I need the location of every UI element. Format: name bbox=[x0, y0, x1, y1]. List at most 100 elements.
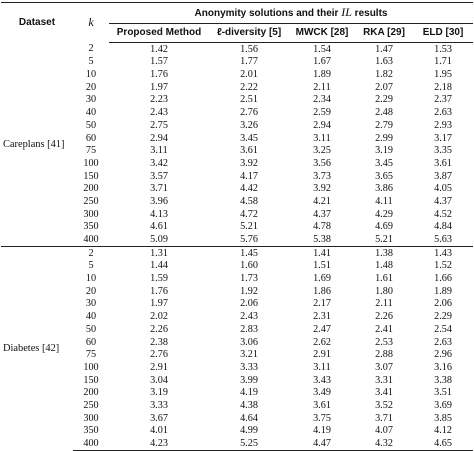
column-header-rka: RKA [29] bbox=[355, 23, 413, 43]
il-value: 2.26 bbox=[375, 311, 393, 323]
il-value: 2.76 bbox=[150, 349, 168, 361]
il-value: 5.25 bbox=[209, 437, 289, 451]
k-value: 75 bbox=[85, 349, 97, 361]
il-value: 5.63 bbox=[434, 234, 452, 246]
il-value: 2.06 bbox=[434, 298, 452, 310]
il-value: 1.76 bbox=[150, 69, 168, 81]
il-value: 2.23 bbox=[150, 94, 168, 106]
table-row: 20 1.97 2.22 2.11 2.07 2.18 bbox=[1, 81, 473, 94]
il-value: 1.97 bbox=[150, 81, 168, 93]
k-value: 350 bbox=[83, 221, 99, 233]
il-value: 1.82 bbox=[375, 69, 393, 81]
il-value: 3.96 bbox=[150, 195, 168, 207]
il-value: 5.76 bbox=[240, 234, 258, 246]
il-value: 3.19 bbox=[150, 387, 168, 399]
il-value: 3.65 bbox=[375, 170, 393, 182]
il-value: 3.11 bbox=[313, 132, 331, 144]
il-value: 3.56 bbox=[313, 157, 331, 169]
il-value: 1.67 bbox=[313, 56, 331, 68]
il-value: 3.86 bbox=[375, 183, 393, 195]
il-value: 2.17 bbox=[313, 298, 331, 310]
k-value: 30 bbox=[85, 94, 97, 106]
il-value: 4.42 bbox=[240, 183, 258, 195]
il-value: 3.41 bbox=[375, 387, 393, 399]
il-value: 3.61 bbox=[240, 145, 258, 157]
il-value: 3.04 bbox=[150, 374, 168, 386]
il-value: 1.51 bbox=[313, 260, 331, 272]
il-value: 1.52 bbox=[434, 260, 452, 272]
k-value: 250 bbox=[83, 399, 99, 411]
il-value: 3.75 bbox=[313, 412, 331, 424]
il-value: 4.11 bbox=[375, 195, 393, 207]
il-value: 4.23 bbox=[109, 437, 209, 451]
table-row: 100 3.42 3.92 3.56 3.45 3.61 bbox=[1, 157, 473, 170]
il-value: 2.91 bbox=[150, 361, 168, 373]
il-value: 1.41 bbox=[289, 245, 355, 260]
il-value: 3.45 bbox=[375, 157, 393, 169]
il-value: 4.84 bbox=[434, 221, 452, 233]
il-value: 3.85 bbox=[434, 412, 452, 424]
il-value: 1.95 bbox=[434, 69, 452, 81]
table-row: 50 2.26 2.83 2.47 2.41 2.54 bbox=[1, 323, 473, 336]
il-value: 2.37 bbox=[434, 94, 452, 106]
il-value: 4.65 bbox=[413, 437, 474, 451]
il-value: 4.19 bbox=[240, 387, 258, 399]
il-value: 3.07 bbox=[375, 361, 393, 373]
il-value: 1.76 bbox=[150, 285, 168, 297]
table-row: 40 2.02 2.43 2.31 2.26 2.29 bbox=[1, 310, 473, 323]
table-row: 50 2.75 3.26 2.94 2.79 2.93 bbox=[1, 119, 473, 132]
k-value: 300 bbox=[83, 208, 99, 220]
il-value: 1.53 bbox=[434, 43, 452, 55]
il-value: 2.31 bbox=[313, 311, 331, 323]
il-value: 2.26 bbox=[150, 323, 168, 335]
table-row: 60 2.38 3.06 2.62 2.53 2.63 bbox=[1, 336, 473, 349]
il-value: 3.49 bbox=[313, 387, 331, 399]
table-row: 250 3.33 4.38 3.61 3.52 3.69 bbox=[1, 399, 473, 412]
il-value: 3.69 bbox=[434, 399, 452, 411]
k-value: 40 bbox=[85, 107, 97, 119]
k-value: 200 bbox=[83, 387, 99, 399]
il-value: 3.25 bbox=[313, 145, 331, 157]
k-header: k bbox=[73, 2, 109, 43]
k-value: 60 bbox=[85, 336, 97, 348]
table-row: 350 4.61 5.21 4.78 4.69 4.84 bbox=[1, 221, 473, 234]
k-value: 100 bbox=[83, 157, 99, 169]
il-value: 2.93 bbox=[434, 119, 452, 131]
il-value: 2.11 bbox=[313, 81, 331, 93]
k-value: 60 bbox=[85, 132, 97, 144]
il-value: 1.57 bbox=[150, 56, 168, 68]
k-value: 200 bbox=[83, 183, 99, 195]
table-row: 400 5.09 5.76 5.38 5.21 5.63 bbox=[1, 233, 473, 246]
table-row: 5 1.44 1.60 1.51 1.48 1.52 bbox=[1, 260, 473, 273]
il-value: 3.52 bbox=[375, 399, 393, 411]
il-value: 3.71 bbox=[375, 412, 393, 424]
il-value: 1.77 bbox=[240, 56, 258, 68]
il-value: 2.11 bbox=[375, 298, 393, 310]
dataset-name: Diabetes [42] bbox=[1, 246, 73, 451]
table-header: Dataset k Anonymity solutions and their … bbox=[1, 2, 474, 43]
il-value: 3.92 bbox=[240, 157, 258, 169]
il-value: 2.02 bbox=[150, 311, 168, 323]
il-value: 2.62 bbox=[313, 336, 331, 348]
il-value: 1.92 bbox=[240, 285, 258, 297]
k-value: 400 bbox=[73, 437, 109, 451]
k-value: 75 bbox=[85, 145, 97, 157]
table-row: 200 3.71 4.42 3.92 3.86 4.05 bbox=[1, 183, 473, 196]
dataset-header: Dataset bbox=[1, 2, 73, 43]
k-value: 250 bbox=[83, 195, 99, 207]
il-value: 2.38 bbox=[150, 336, 168, 348]
il-value: 4.37 bbox=[434, 195, 452, 207]
il-value: 2.29 bbox=[434, 311, 452, 323]
il-value: 2.01 bbox=[240, 69, 258, 81]
il-value: 3.87 bbox=[434, 170, 452, 182]
il-value: 4.37 bbox=[313, 208, 331, 220]
il-value: 4.58 bbox=[240, 195, 258, 207]
table-row: 30 1.97 2.06 2.17 2.11 2.06 bbox=[1, 298, 473, 311]
il-value: 3.33 bbox=[150, 399, 168, 411]
il-value: 2.41 bbox=[375, 323, 393, 335]
il-value: 1.38 bbox=[355, 245, 413, 260]
il-value: 2.59 bbox=[313, 107, 331, 119]
il-value: 4.21 bbox=[313, 195, 331, 207]
column-header-l-diversity: ℓ-diversity [5] bbox=[209, 23, 289, 43]
